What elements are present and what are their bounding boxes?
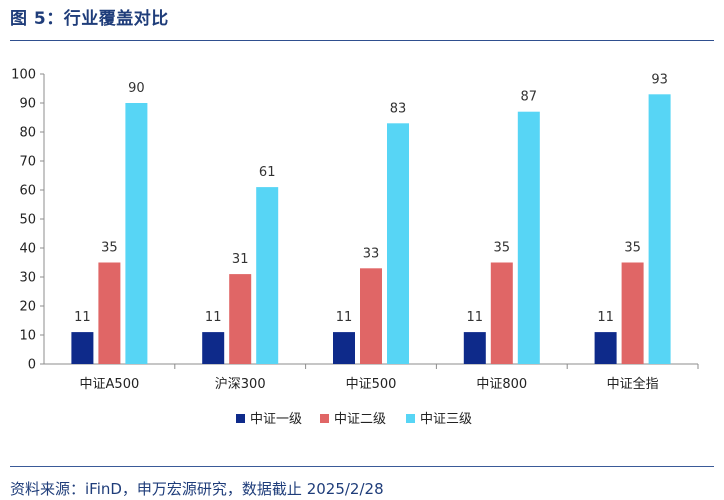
data-label: 11 bbox=[597, 310, 614, 325]
legend-label: 中证三级 bbox=[420, 412, 472, 427]
bar bbox=[648, 94, 671, 365]
bar bbox=[490, 262, 513, 364]
bar bbox=[621, 262, 644, 364]
bar bbox=[594, 332, 617, 364]
y-tick-label: 80 bbox=[19, 126, 36, 141]
data-label: 11 bbox=[205, 310, 222, 325]
bar bbox=[125, 103, 148, 364]
bar bbox=[202, 332, 225, 364]
bar bbox=[360, 268, 382, 364]
legend-label: 中证一级 bbox=[250, 412, 302, 427]
x-tick-label: 中证800 bbox=[476, 377, 527, 392]
bar bbox=[229, 274, 252, 364]
bar bbox=[256, 187, 279, 364]
data-label: 11 bbox=[467, 310, 484, 325]
y-tick-label: 30 bbox=[19, 271, 36, 286]
title-divider bbox=[10, 40, 714, 41]
bar bbox=[333, 332, 355, 364]
y-tick-label: 20 bbox=[19, 300, 36, 315]
bar bbox=[98, 262, 121, 364]
y-tick-label: 60 bbox=[19, 184, 36, 199]
figure-title: 图 5：行业覆盖对比 bbox=[10, 9, 169, 29]
data-label: 83 bbox=[390, 101, 407, 116]
data-label: 35 bbox=[624, 241, 641, 256]
x-tick-label: 中证全指 bbox=[607, 376, 659, 392]
y-tick-label: 40 bbox=[19, 242, 36, 257]
x-tick-label: 中证A500 bbox=[80, 377, 140, 392]
y-tick-label: 100 bbox=[11, 68, 36, 83]
y-tick-label: 50 bbox=[19, 213, 36, 228]
data-label: 93 bbox=[651, 72, 668, 87]
bar bbox=[517, 111, 540, 364]
data-label: 61 bbox=[259, 165, 276, 180]
legend-label: 中证二级 bbox=[334, 412, 386, 427]
x-tick-label: 中证500 bbox=[346, 377, 397, 392]
y-tick-label: 90 bbox=[19, 97, 36, 112]
data-label: 11 bbox=[336, 310, 353, 325]
data-label: 90 bbox=[128, 81, 145, 96]
x-tick-label: 沪深300 bbox=[215, 376, 266, 392]
data-label: 11 bbox=[74, 310, 91, 325]
x-axis-ticks: 中证A500 沪深300 中证500 中证800 中证全指 bbox=[80, 364, 699, 392]
y-tick-label: 0 bbox=[28, 358, 36, 373]
data-label: 87 bbox=[521, 90, 538, 105]
bar-series: 11 35 90 11 31 61 11 33 83 11 35 87 11 35 93 bbox=[71, 72, 671, 365]
legend-swatch bbox=[406, 414, 415, 423]
source-divider bbox=[10, 466, 714, 467]
source-note: 资料来源：iFinD，申万宏源研究，数据截止 2025/2/28 bbox=[10, 480, 384, 498]
bar bbox=[387, 123, 409, 364]
chart-legend: 中证一级 中证二级 中证三级 bbox=[236, 412, 472, 427]
bar-chart: 0 10 20 30 40 50 60 70 80 90 100 11 35 90 11 31 61 11 33 8… bbox=[11, 68, 699, 427]
data-label: 35 bbox=[101, 241, 118, 256]
legend-swatch bbox=[320, 414, 329, 423]
data-label: 33 bbox=[363, 246, 380, 261]
legend-swatch bbox=[236, 414, 245, 423]
y-tick-label: 10 bbox=[19, 329, 36, 344]
y-tick-label: 70 bbox=[19, 155, 36, 170]
y-axis-ticks: 0 10 20 30 40 50 60 70 80 90 100 bbox=[11, 68, 44, 373]
bar bbox=[463, 332, 486, 364]
data-label: 35 bbox=[494, 241, 511, 256]
bar bbox=[71, 332, 94, 364]
data-label: 31 bbox=[232, 252, 249, 267]
